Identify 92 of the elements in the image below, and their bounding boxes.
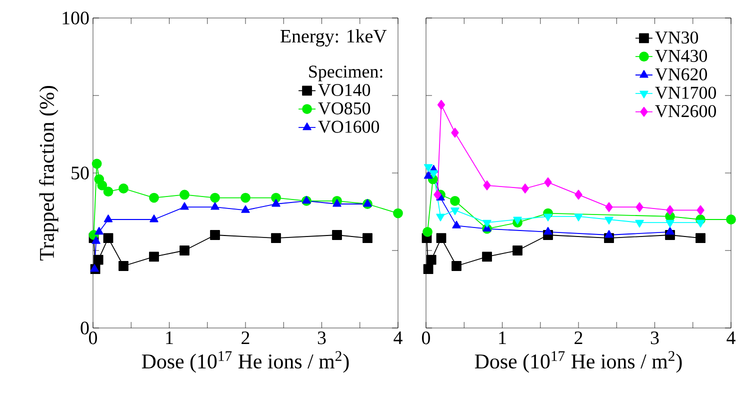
legend-label: VN1700 — [655, 86, 716, 99]
point — [362, 233, 372, 244]
point — [210, 230, 220, 240]
point — [482, 220, 492, 228]
point — [150, 214, 158, 222]
point — [97, 180, 108, 190]
point — [636, 202, 644, 212]
legend-label: VN620 — [655, 68, 708, 80]
point — [451, 128, 459, 138]
x-tick-label: 3 — [318, 332, 326, 344]
point — [180, 190, 190, 200]
point — [149, 252, 159, 262]
point — [450, 208, 460, 216]
point — [103, 233, 114, 244]
x-tick-label: 2 — [574, 332, 582, 344]
point — [696, 205, 704, 216]
x-axis-title: Dose (10$^{17}$ He ions / m$^{2}$) — [474, 351, 682, 373]
point — [424, 171, 433, 179]
y-axis-title: Trapped fraction (%) — [39, 86, 58, 261]
point — [240, 192, 250, 203]
point — [605, 202, 613, 212]
point — [604, 230, 614, 238]
point — [544, 226, 552, 235]
x-tick-label: 0 — [88, 332, 97, 344]
y-tick-label: 0 — [80, 322, 89, 334]
point — [666, 220, 674, 228]
legend-title: Specimen: — [309, 66, 382, 82]
point — [666, 226, 674, 235]
point — [696, 233, 706, 244]
annotation: Energy: 1keV — [280, 29, 387, 46]
x-tick-label: 1 — [166, 332, 173, 344]
point — [666, 205, 674, 216]
point — [426, 254, 436, 265]
point — [92, 158, 102, 169]
point — [332, 230, 342, 240]
x-tick-label: 3 — [650, 332, 659, 344]
point — [118, 261, 128, 271]
point — [180, 202, 189, 210]
point — [241, 205, 250, 213]
legend-label: VO850 — [318, 102, 370, 115]
point — [521, 184, 529, 194]
point — [272, 199, 280, 207]
point — [332, 199, 342, 207]
point — [104, 214, 113, 222]
legend-label: VN2600 — [655, 105, 716, 118]
point — [90, 264, 99, 272]
x-tick-label: 1 — [499, 332, 506, 344]
x-tick-label: 4 — [394, 332, 402, 344]
point — [544, 214, 552, 222]
point — [92, 236, 100, 244]
point — [544, 177, 552, 188]
point — [180, 246, 190, 256]
point — [210, 202, 220, 210]
legend-label: VO140 — [318, 84, 370, 96]
legend-label: VN30 — [655, 31, 698, 44]
point — [452, 261, 462, 271]
point — [436, 214, 445, 222]
x-tick-label: 4 — [726, 332, 736, 344]
y-tick-label: 50 — [72, 166, 89, 180]
point — [423, 264, 434, 274]
point — [512, 246, 522, 256]
point — [482, 252, 492, 262]
point — [450, 196, 460, 206]
legend-label: VO1600 — [318, 120, 380, 133]
point — [434, 190, 442, 200]
point — [93, 254, 104, 265]
point — [210, 192, 220, 203]
point — [574, 190, 582, 200]
y-tick-label: 100 — [62, 12, 89, 24]
point — [422, 226, 432, 237]
legend-label: VN430 — [655, 50, 708, 62]
point — [452, 220, 461, 228]
point — [513, 216, 522, 224]
point — [103, 186, 114, 197]
point — [393, 208, 403, 218]
point — [118, 184, 128, 194]
point — [271, 233, 281, 244]
point — [574, 214, 583, 222]
point — [604, 216, 614, 224]
point — [437, 100, 446, 110]
point — [726, 214, 736, 224]
point — [429, 170, 438, 178]
point — [94, 226, 104, 235]
point — [436, 233, 446, 244]
point — [424, 164, 433, 172]
point — [483, 180, 491, 190]
point — [149, 192, 159, 203]
point — [635, 220, 644, 228]
x-axis-title: Dose (10$^{17}$ He ions / m$^{2}$) — [142, 351, 349, 373]
x-tick-label: 2 — [242, 332, 250, 344]
x-tick-label: 0 — [422, 332, 430, 344]
point — [696, 220, 705, 228]
